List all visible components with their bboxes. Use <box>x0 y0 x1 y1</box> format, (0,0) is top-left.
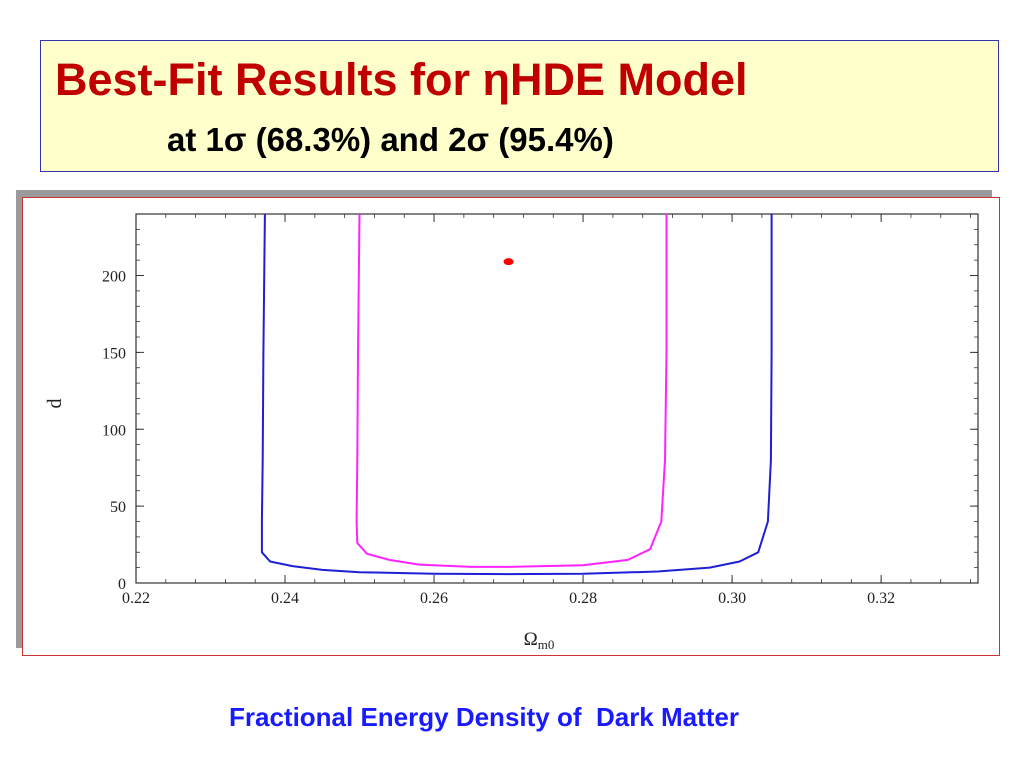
x-tick-label: 0.26 <box>420 590 448 607</box>
x-axis-label: Ωm0 <box>524 629 555 652</box>
plot-frame: 0.22 0.24 0.26 0.28 0.30 0.32 0 50 100 150 200 Ωm0 d <box>22 197 1000 656</box>
best-fit-point <box>503 258 514 266</box>
slide-caption: Fractional Energy Density of Dark Matter <box>228 702 740 732</box>
y-tick-label: 50 <box>110 499 126 516</box>
y-tick-label: 0 <box>118 576 126 593</box>
x-tick-label: 0.24 <box>271 590 299 607</box>
contour-2sigma <box>260 213 773 576</box>
x-tick-label: 0.22 <box>122 590 150 607</box>
y-tick-label: 100 <box>102 422 126 439</box>
x-tick-label: 0.30 <box>718 590 746 607</box>
x-tick-label: 0.28 <box>569 590 597 607</box>
y-axis-label: d <box>44 399 66 409</box>
slide-subtitle: at 1σ (68.3%) and 2σ (95.4%) <box>167 121 614 158</box>
contour-chart: 0.22 0.24 0.26 0.28 0.30 0.32 0 50 100 150 200 Ωm0 d <box>44 213 979 652</box>
contour-1sigma <box>355 213 668 568</box>
x-tick-label: 0.32 <box>867 590 895 607</box>
y-tick-label: 200 <box>102 269 126 286</box>
slide-title: Best-Fit Results for ηHDE Model <box>55 54 748 105</box>
y-tick-label: 150 <box>102 345 126 362</box>
title-box: Best-Fit Results for ηHDE Model at 1σ (6… <box>40 40 999 172</box>
